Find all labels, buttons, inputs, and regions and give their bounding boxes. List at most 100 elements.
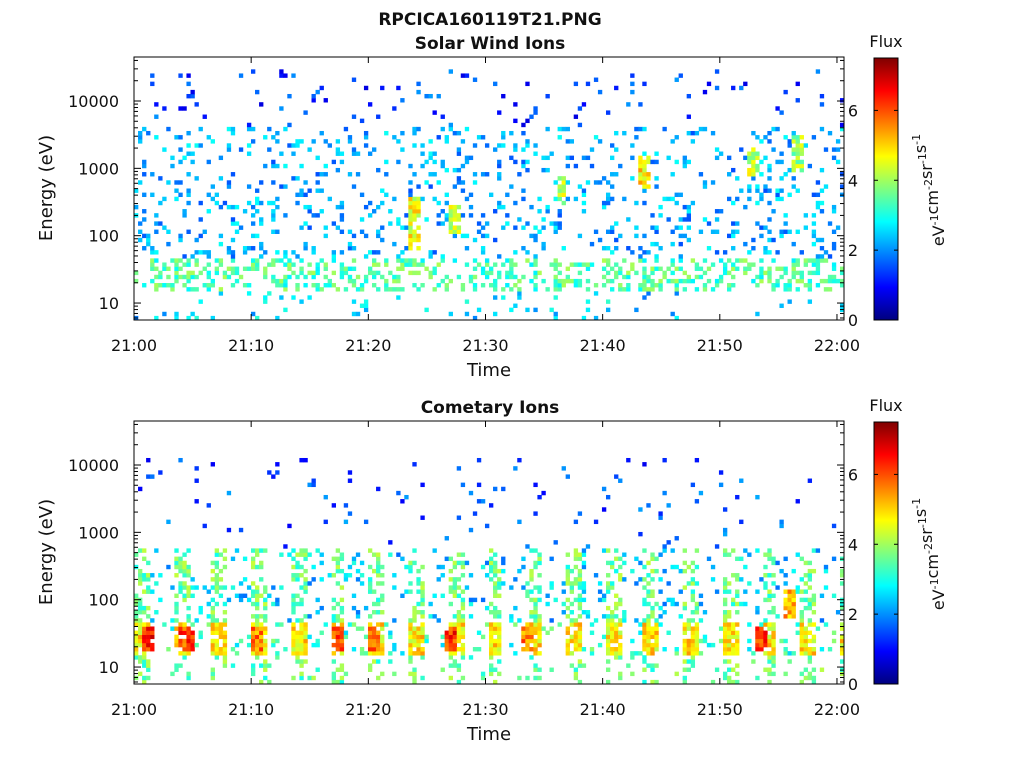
heatmap-cell xyxy=(142,217,147,222)
heatmap-cell xyxy=(484,622,490,627)
heatmap-cell xyxy=(472,511,478,516)
heatmap-cell xyxy=(178,589,183,594)
heatmap-cell xyxy=(363,130,369,136)
heatmap-cell xyxy=(799,634,804,640)
heatmap-cell xyxy=(509,287,514,292)
heatmap-cell xyxy=(472,266,478,271)
heatmap-cell xyxy=(154,213,159,218)
heatmap-cell xyxy=(226,274,232,280)
heatmap-cell xyxy=(823,585,829,590)
heatmap-cell xyxy=(735,647,740,652)
heatmap-cell xyxy=(537,494,542,500)
heatmap-cell xyxy=(839,172,845,177)
heatmap-cell xyxy=(577,552,583,557)
heatmap-cell xyxy=(710,679,716,685)
heatmap-cell xyxy=(646,626,651,631)
heatmap-cell xyxy=(146,233,151,239)
heatmap-cell xyxy=(533,663,538,668)
heatmap-cell xyxy=(440,159,445,165)
heatmap-cell xyxy=(815,270,821,276)
heatmap-cell xyxy=(662,568,667,574)
heatmap-cell xyxy=(146,573,151,578)
heatmap-cell xyxy=(384,258,389,263)
heatmap-cell xyxy=(460,597,466,603)
heatmap-cell xyxy=(452,622,458,627)
heatmap-cell xyxy=(654,642,659,648)
heatmap-cell xyxy=(400,287,405,292)
heatmap-cell xyxy=(626,274,631,280)
heatmap-cell xyxy=(634,270,639,276)
heatmap-cell xyxy=(650,213,655,218)
heatmap-cell xyxy=(638,287,643,292)
heatmap-cell xyxy=(436,564,441,570)
heatmap-cell xyxy=(339,250,345,255)
heatmap-cell xyxy=(493,560,498,566)
heatmap-cell xyxy=(440,667,445,672)
heatmap-cell xyxy=(686,213,691,218)
heatmap-cell xyxy=(839,634,845,640)
heatmap-cell xyxy=(533,622,538,627)
heatmap-cell xyxy=(311,213,316,218)
heatmap-cell xyxy=(686,93,691,99)
heatmap-cell xyxy=(150,172,155,177)
heatmap-cell xyxy=(646,581,651,586)
heatmap-cell xyxy=(456,130,462,136)
heatmap-cell xyxy=(271,262,276,267)
heatmap-cell xyxy=(440,593,445,598)
heatmap-cell xyxy=(642,274,647,280)
heatmap-cell xyxy=(767,167,772,173)
heatmap-cell xyxy=(460,283,466,288)
heatmap-cell xyxy=(799,167,804,173)
heatmap-cell xyxy=(432,196,437,202)
heatmap-cell xyxy=(537,573,542,578)
heatmap-cell xyxy=(162,262,167,267)
heatmap-cell xyxy=(396,217,401,222)
heatmap-cell xyxy=(722,630,728,635)
heatmap-cell xyxy=(529,647,534,652)
heatmap-cell xyxy=(610,651,615,656)
heatmap-cell xyxy=(178,106,183,111)
heatmap-cell xyxy=(694,262,700,267)
heatmap-cell xyxy=(428,139,433,144)
heatmap-cell xyxy=(372,626,377,631)
heatmap-cell xyxy=(307,552,312,557)
heatmap-cell xyxy=(234,548,240,553)
heatmap-cell xyxy=(186,93,191,99)
heatmap-cell xyxy=(630,266,635,271)
heatmap-cell xyxy=(476,482,482,488)
heatmap-cell xyxy=(331,634,336,640)
heatmap-cell xyxy=(783,556,788,562)
heatmap-cell xyxy=(412,200,417,206)
heatmap-cell xyxy=(432,266,437,271)
heatmap-cell xyxy=(323,262,328,267)
heatmap-cell xyxy=(311,675,316,681)
heatmap-cell xyxy=(610,564,615,570)
heatmap-cell xyxy=(787,192,792,198)
heatmap-cell xyxy=(448,126,453,132)
heatmap-cell xyxy=(783,229,788,234)
heatmap-cell xyxy=(335,642,341,648)
heatmap-cell xyxy=(549,556,554,562)
heatmap-cell xyxy=(480,564,486,570)
heatmap-cell xyxy=(493,585,498,590)
heatmap-cell xyxy=(799,143,804,148)
heatmap-cell xyxy=(593,618,599,623)
heatmap-cell xyxy=(791,568,796,574)
heatmap-cell xyxy=(513,225,518,230)
heatmap-cell xyxy=(533,651,538,656)
heatmap-cell xyxy=(650,610,655,615)
heatmap-cell xyxy=(162,196,167,202)
heatmap-cell xyxy=(263,274,268,280)
heatmap-cell xyxy=(763,597,768,603)
heatmap-cell xyxy=(367,651,373,656)
heatmap-cell xyxy=(420,589,425,594)
heatmap-cell xyxy=(452,258,458,263)
heatmap-cell xyxy=(807,299,813,304)
heatmap-cell xyxy=(569,262,575,267)
heatmap-cell xyxy=(226,246,232,251)
heatmap-cell xyxy=(702,89,708,95)
x-tick-label: 21:30 xyxy=(462,336,508,355)
heatmap-cell xyxy=(573,196,579,202)
heatmap-cell xyxy=(255,634,260,640)
heatmap-cell xyxy=(577,614,583,619)
